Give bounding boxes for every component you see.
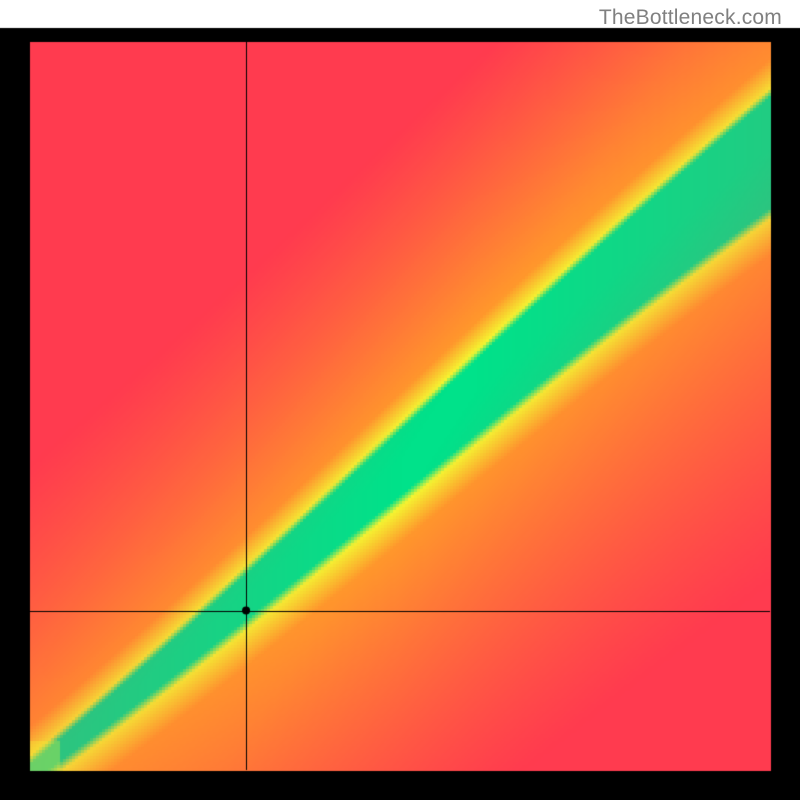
bottleneck-chart-container: TheBottleneck.com — [0, 0, 800, 800]
watermark-label: TheBottleneck.com — [599, 6, 782, 30]
heatmap-canvas — [0, 0, 800, 800]
